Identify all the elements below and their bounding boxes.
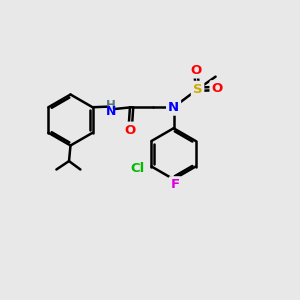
Text: H: H [106, 99, 116, 112]
Text: O: O [212, 82, 223, 95]
Text: O: O [125, 124, 136, 136]
Text: N: N [105, 105, 116, 118]
Text: N: N [168, 101, 179, 114]
Text: S: S [193, 83, 202, 96]
Text: F: F [170, 178, 180, 191]
Text: O: O [190, 64, 202, 76]
Text: Cl: Cl [130, 161, 145, 175]
